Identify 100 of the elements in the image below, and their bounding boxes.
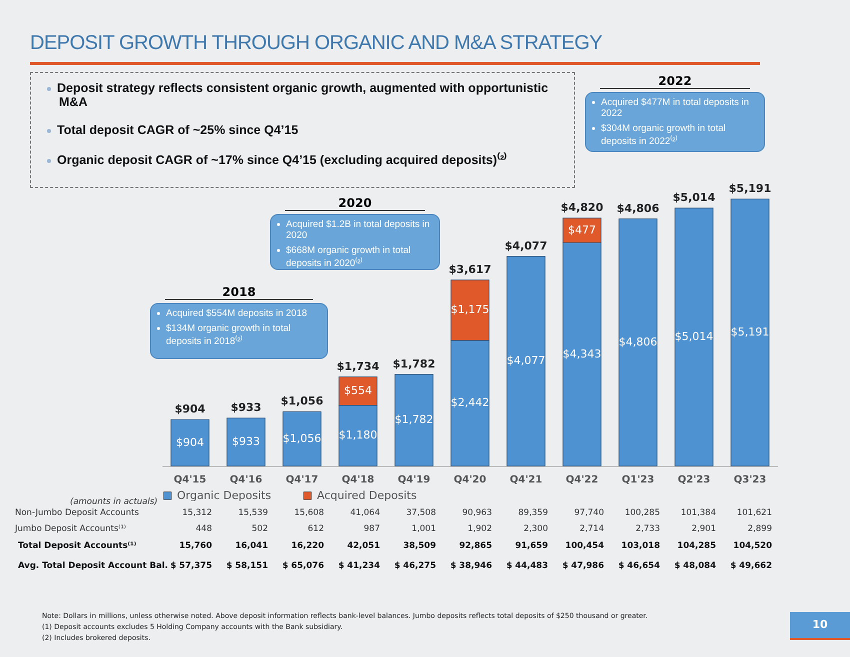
text: 90,963 [461,508,492,518]
legend-label: Organic Deposits [177,488,272,502]
text: $ 41,234 [337,561,380,571]
x-tick-label: Q4'15 [174,474,206,486]
annotation: $134M organic growth in total deposits in 2018⁽²⁾ [165,323,292,347]
data-label: $554 [344,384,372,398]
total-label: $1,782 [392,357,436,370]
text: Total Deposit Accounts⁽¹⁾ [18,541,136,551]
text: Avg. Total Deposit Account Bal. [18,561,168,571]
x-tick-label: Q4'16 [230,474,262,486]
text: 2,300 [522,524,548,534]
x-tick-label: Q4'22 [566,474,598,486]
x-tick-label: Q4'19 [398,474,430,486]
text: 15,539 [237,508,268,518]
text: 15,312 [181,508,212,518]
bar [282,411,322,466]
data-label: $904 [176,436,204,449]
text: 612 [306,524,324,534]
bar [226,418,266,466]
x-tick-label: Q2'23 [678,474,710,486]
annotation: Acquired $1.2B in total deposits in 2020 [285,219,431,241]
text: 2022 [658,74,692,88]
text: 37,508 [405,508,436,518]
text: 41,064 [349,508,380,518]
x-tick-label: Q3'23 [734,474,766,486]
data-label: $1,175 [450,303,490,316]
text: 1,902 [466,524,492,534]
bar [170,419,210,466]
text: $ 57,375 [170,561,212,571]
text: $ 46,654 [617,561,660,571]
total-label: $1,056 [280,394,324,408]
data-label: $1,180 [338,428,378,442]
total-label: $5,014 [672,191,716,204]
text: 92,865 [458,541,492,551]
text: 104,520 [732,541,772,551]
text: 10 [790,612,850,640]
text: 15,608 [293,508,324,518]
text: 2,901 [690,524,716,534]
bar [394,374,434,466]
text: Non-Jumbo Deposit Accounts [15,508,139,518]
total-label: $3,617 [448,262,492,276]
text: 2,899 [746,524,772,534]
text: 16,220 [290,541,324,551]
bar [618,218,658,466]
text: $ 38,946 [449,561,492,571]
text: Total deposit CAGR of ~25% since Q4’15 [56,123,300,137]
chart-title: DEPOSIT GROWTH THROUGH ORGANIC AND M&A STRATEGY [30,32,602,55]
text: $ 44,483 [505,561,548,571]
text: $ 46,275 [393,561,436,571]
text: 100,285 [624,508,660,518]
text: 16,041 [234,541,268,551]
text: 100,454 [564,541,604,551]
text: Jumbo Deposit Accounts⁽¹⁾ [15,524,126,534]
text: 1,001 [410,524,436,534]
bar [506,256,546,466]
data-label: $4,806 [618,335,658,348]
bar [730,198,770,466]
text: 987 [362,524,380,534]
total-label: $1,734 [336,360,380,373]
text: 101,384 [680,508,716,518]
text: (amounts in actuals) [70,497,158,507]
bar [674,208,714,466]
speech-bubble: Acquired $1.2B in total deposits in 2020 $668M organic growth in total deposits in 2020⁽²⁾ [270,214,440,270]
data-label: $477 [568,223,596,236]
text: 38,509 [402,541,436,551]
text: 91,659 [514,541,548,551]
speech-bubble: Acquired $554M deposits in 2018 $134M organic growth in total deposits in 2018⁽²⁾ [150,303,328,359]
text: 97,740 [573,508,604,518]
text: Deposit strategy reflects consistent organic growth, augmented with opportunistic M&A [56,81,550,109]
text: 15,760 [178,541,212,551]
data-label: $5,014 [674,330,714,344]
text: $ 47,986 [561,561,604,571]
data-label: $4,343 [562,347,602,360]
data-label: $1,056 [282,432,322,445]
total-label: $4,820 [560,201,604,214]
text: 89,359 [517,508,548,518]
text: 448 [194,524,212,534]
text: 42,051 [346,541,380,551]
data-label: $4,077 [506,354,546,368]
annotation: Acquired $554M deposits in 2018 [165,308,308,319]
x-tick-label: Q1'23 [622,474,654,486]
total-label: $4,806 [616,202,660,215]
legend-label: Acquired Deposits [317,488,417,502]
text: Organic deposit CAGR of ~17% since Q4’15 (excluding acquired deposits)⁽²⁾ [56,151,508,168]
data-label: $1,782 [394,413,434,426]
text: 101,621 [736,508,772,518]
total-label: $5,191 [728,182,772,195]
x-tick-label: Q4'21 [510,474,542,486]
speech-bubble: Acquired $477M in total deposits in 2022 $304M organic growth in total deposits in 2022⁽²⁾ [585,92,765,152]
text: $ 49,662 [729,561,772,571]
text: $ 65,076 [281,561,324,571]
data-label: $2,442 [450,396,490,410]
total-label: $933 [230,401,262,414]
annotation: $668M organic growth in total deposits in 2020⁽²⁾ [285,245,412,269]
total-label: $904 [174,402,206,416]
text: $ 58,151 [225,561,268,571]
total-label: $4,077 [504,239,548,252]
x-tick-label: Q4'17 [286,474,318,486]
data-label: $5,191 [730,326,770,338]
text: 2,714 [578,524,604,534]
